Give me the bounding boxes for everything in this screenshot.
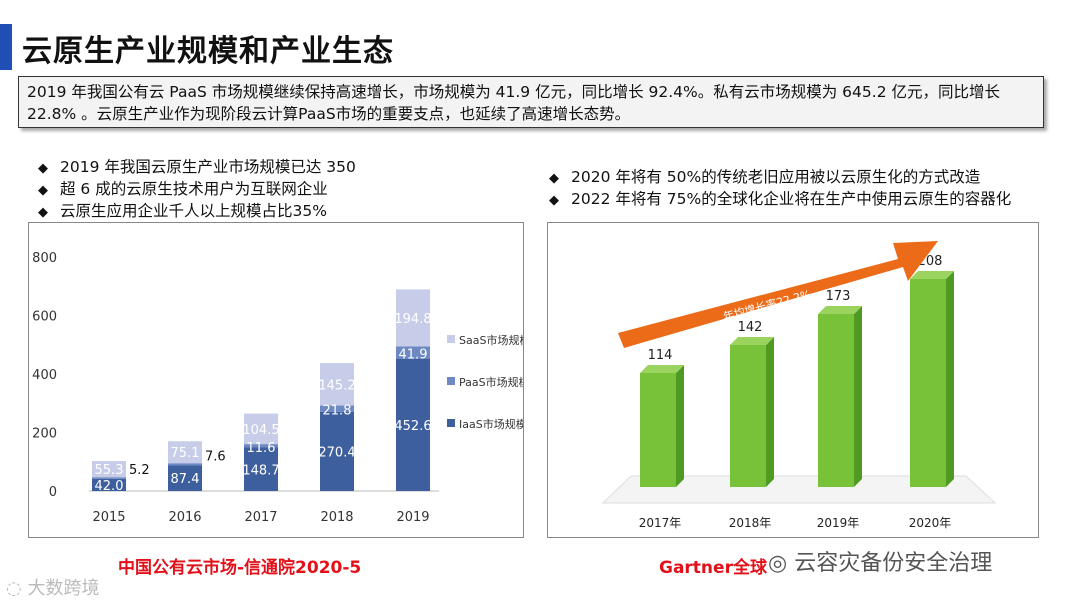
left-bullet: ◆ 超 6 成的云原生技术用户为互联网企业 (38, 179, 356, 201)
bar-top (818, 306, 862, 314)
x-tick-label: 2017年 (639, 516, 682, 530)
bar-SaaS市场规模 (244, 413, 278, 445)
data-label-paas: 5.2 (129, 463, 150, 478)
diamond-bullet-icon: ◆ (38, 161, 48, 176)
left-bullet-text: 2019 年我国云原生产业市场规模已达 350 (60, 158, 356, 176)
brand-watermark: ◌ 大数跨境 (6, 574, 99, 600)
left-bullet-list: ◆ 2019 年我国云原生产业市场规模已达 350 ◆ 超 6 成的云原生技术用户为… (38, 157, 356, 223)
data-label-paas: 11.6 (247, 441, 276, 456)
data-label-saas: 145.2 (318, 378, 355, 393)
bar-top (910, 271, 954, 279)
legend-swatch (447, 419, 455, 427)
growth-arrow-icon (618, 241, 938, 348)
bar-PaaS市场规模 (320, 405, 354, 412)
x-tick-label: 2020年 (909, 516, 952, 530)
data-label-iaas: 270.4 (318, 445, 355, 460)
left-bullet: ◆ 2019 年我国云原生产业市场规模已达 350 (38, 157, 356, 179)
data-label: 173 (826, 289, 851, 304)
data-label-saas: 194.8 (394, 312, 431, 327)
wechat-watermark: ◎ 云容灾备份安全治理 (768, 545, 992, 577)
left-bullet-text: 云原生应用企业千人以上规模占比35% (60, 202, 327, 220)
bar-SaaS市场规模 (92, 461, 126, 478)
right-bullet-text: 2022 年将有 75%的全球化企业将在生产中使用云原生的容器化 (571, 190, 1012, 208)
right-bullet-text: 2020 年将有 50%的传统老旧应用被以云原生化的方式改造 (571, 168, 981, 186)
bar-PaaS市场规模 (92, 477, 126, 479)
data-label-iaas: 87.4 (171, 472, 200, 487)
watermark-left-text: 大数跨境 (27, 578, 100, 599)
y-tick-label: 400 (32, 368, 57, 383)
data-label-iaas: 452.6 (394, 419, 431, 434)
growth-bar-chart: 1142017年1422018年1732019年2082020年年均增长率22.… (601, 241, 997, 530)
x-tick-label: 2019 (396, 510, 429, 525)
bar-side (766, 337, 774, 487)
right-chart-panel: 114 2017年 142 2018年 173 2019年 208 2020年 年均增长率22.… (547, 222, 1039, 538)
bar-front (640, 373, 676, 487)
legend-label: PaaS市场规模 (459, 375, 523, 389)
data-label-paas: 7.6 (205, 449, 226, 464)
data-label-saas: 104.5 (242, 423, 279, 438)
stacked-bar-chart: 800 600 400 200 0 2015 2016 2017 2018 2019 42.0 5.2… (32, 251, 530, 525)
left-chart-caption: 中国公有云市场-信通院2020-5 (118, 558, 362, 578)
bar-SaaS市场规模 (396, 289, 430, 347)
y-tick-label: 600 (32, 310, 57, 325)
title-accent-bar (0, 24, 12, 70)
bar-SaaS市场规模 (168, 441, 202, 464)
diamond-bullet-icon: ◆ (549, 171, 559, 186)
left-bullet: ◆ 云原生应用企业千人以上规模占比35% (38, 201, 356, 223)
bar-side (854, 306, 862, 487)
watermark-right-text: 云容灾备份安全治理 (794, 551, 993, 576)
right-bullet-list: ◆ 2020 年将有 50%的传统老旧应用被以云原生化的方式改造 ◆ 2022 年将… (549, 167, 1011, 211)
bar-PaaS市场规模 (244, 444, 278, 448)
x-tick-label: 2019年 (817, 516, 860, 530)
legend-label: IaaS市场规模 (459, 417, 523, 431)
data-label: 114 (648, 348, 673, 363)
y-tick-label: 200 (32, 427, 57, 442)
right-chart-caption: Gartner全球 (659, 558, 767, 578)
bar-front (910, 279, 946, 487)
bar-PaaS市场规模 (168, 463, 202, 466)
y-tick-label: 800 (32, 251, 57, 266)
data-label-paas: 41.9 (399, 347, 428, 362)
wechat-icon: ◎ (768, 551, 788, 576)
chart-floor (601, 475, 997, 504)
bar-SaaS市场规模 (320, 363, 354, 406)
legend-swatch (447, 377, 455, 385)
brand-logo-icon: ◌ (6, 578, 22, 599)
left-chart-panel: 800 600 400 200 0 2015 2016 2017 2018 2019 42.0 5.2… (28, 222, 530, 538)
x-tick-label: 2015 (92, 510, 125, 525)
bar-front (818, 314, 854, 487)
data-label-iaas: 148.7 (242, 463, 279, 478)
bar-front (730, 345, 766, 487)
data-label-paas: 21.8 (323, 404, 352, 419)
data-label-saas: 75.1 (171, 446, 200, 461)
bar-IaaS市场规模 (92, 478, 126, 491)
x-tick-label: 2018年 (729, 516, 772, 530)
bar-side (676, 365, 684, 487)
legend-label: SaaS市场规模 (459, 333, 523, 347)
x-tick-label: 2016 (168, 510, 201, 525)
data-label-saas: 55.3 (95, 463, 124, 478)
bar-IaaS市场规模 (320, 411, 354, 491)
x-tick-label: 2017 (244, 510, 277, 525)
diamond-bullet-icon: ◆ (549, 193, 559, 208)
bar-IaaS市场规模 (396, 358, 430, 491)
legend-swatch (447, 335, 455, 343)
bar-top (640, 365, 684, 373)
right-bullet: ◆ 2022 年将有 75%的全球化企业将在生产中使用云原生的容器化 (549, 189, 1011, 211)
left-bullet-text: 超 6 成的云原生技术用户为互联网企业 (60, 180, 328, 198)
data-label-iaas: 42.0 (95, 479, 124, 494)
bar-IaaS市场规模 (244, 447, 278, 491)
data-label: 142 (738, 320, 763, 335)
x-tick-label: 2018 (320, 510, 353, 525)
summary-box: 2019 年我国公有云 PaaS 市场规模继续保持高速增长，市场规模为 41.9… (18, 76, 1044, 128)
diamond-bullet-icon: ◆ (38, 205, 48, 220)
bar-top (730, 337, 774, 345)
bar-IaaS市场规模 (168, 465, 202, 491)
bar-side (946, 271, 954, 487)
diamond-bullet-icon: ◆ (38, 183, 48, 198)
bar-PaaS市场规模 (396, 346, 430, 359)
y-tick-label: 0 (49, 485, 57, 500)
page-title: 云原生产业规模和产业生态 (22, 34, 394, 69)
right-bullet: ◆ 2020 年将有 50%的传统老旧应用被以云原生化的方式改造 (549, 167, 1011, 189)
